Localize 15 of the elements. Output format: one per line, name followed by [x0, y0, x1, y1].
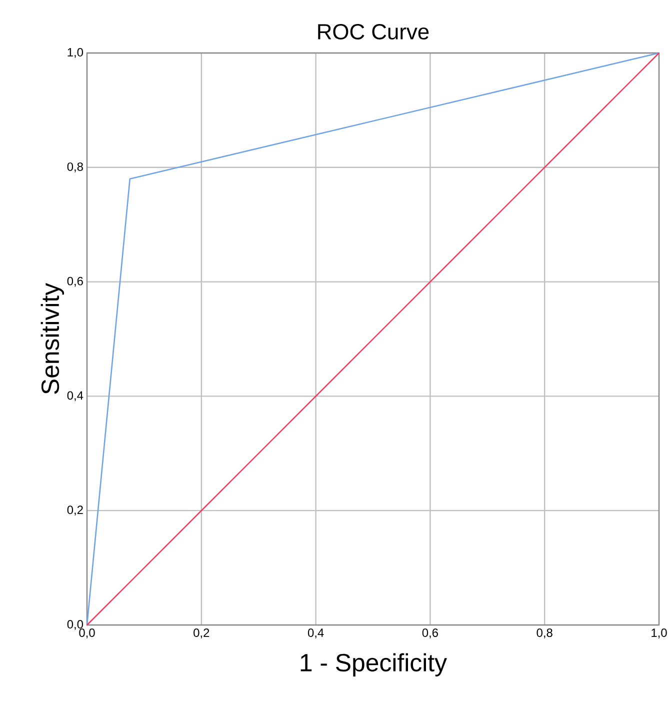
- x-axis-title: 1 - Specificity: [300, 653, 447, 676]
- y-tick-label: 1,0: [68, 48, 84, 58]
- x-tick-label: 0,0: [79, 628, 95, 638]
- x-tick-label: 0,6: [422, 628, 438, 638]
- chart-title: ROC Curve: [318, 24, 429, 40]
- y-axis-title: Sensitivity: [40, 282, 64, 394]
- x-tick-label: 0,2: [194, 628, 210, 638]
- y-tick-label: 0,6: [67, 276, 83, 287]
- y-tick-label: 0,0: [67, 620, 84, 630]
- x-tick-label: 0,8: [536, 628, 552, 638]
- y-tick-label: 0,2: [67, 506, 83, 516]
- y-tick-label: 0,4: [67, 391, 84, 402]
- y-tick-label: 0,8: [67, 162, 83, 172]
- x-tick-label: 1,0: [652, 628, 667, 638]
- x-tick-label: 0,4: [308, 628, 324, 638]
